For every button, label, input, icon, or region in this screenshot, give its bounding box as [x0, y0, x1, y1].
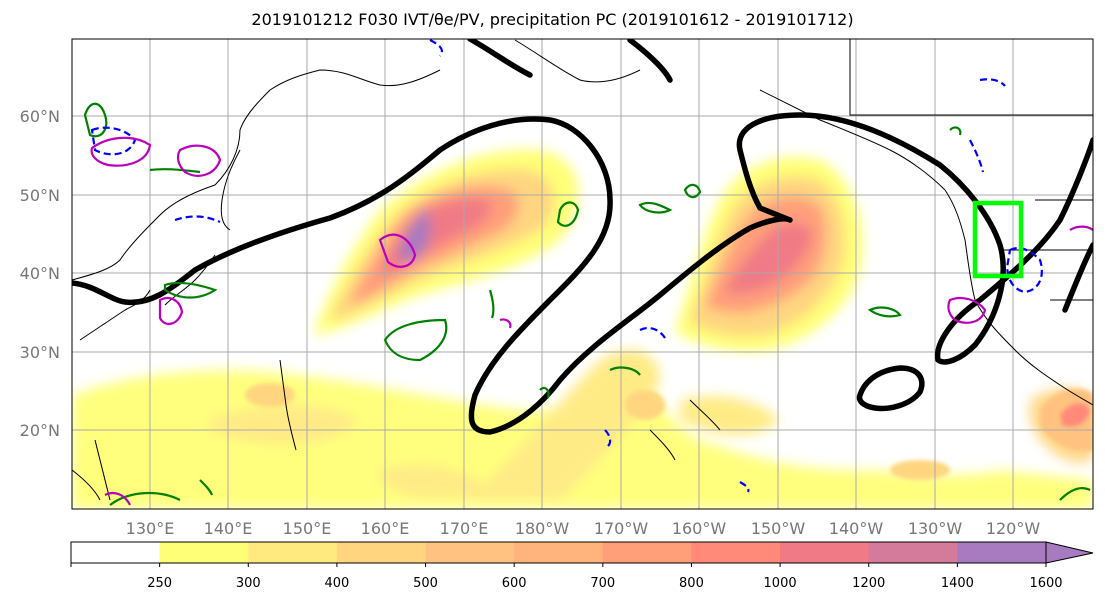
- map-title: 2019101212 F030 IVT/θe/PV, precipitation…: [251, 10, 854, 29]
- colorbar-segment: [868, 542, 958, 563]
- target-region-box: [972, 200, 1024, 279]
- theta-e-contour: [72, 39, 1093, 435]
- colorbar-tick-label: 1400: [941, 576, 974, 591]
- pv-contours-blue: [90, 39, 1043, 493]
- lon-label-130w: 130°W: [908, 519, 963, 538]
- colorbar-segment: [425, 542, 515, 563]
- colorbar-extend-arrow: [1045, 541, 1094, 564]
- lat-label-30n: 30°N: [20, 343, 60, 362]
- colorbar-tick-label: 400: [324, 576, 349, 591]
- colorbar-segment: [780, 542, 870, 563]
- colorbar-segment: [602, 542, 692, 563]
- lon-label-150w: 150°W: [751, 519, 806, 538]
- lat-label-60n: 60°N: [20, 107, 60, 126]
- lon-label-130e: 130°E: [126, 519, 175, 538]
- colorbar-tick-label: 300: [236, 576, 261, 591]
- colorbar-tick-label: 700: [590, 576, 615, 591]
- lon-label-170e: 170°E: [440, 519, 489, 538]
- colorbar-tick-label: 1600: [1029, 576, 1062, 591]
- lat-label-50n: 50°N: [20, 186, 60, 205]
- lon-label-140w: 140°W: [829, 519, 884, 538]
- pv-contours-green: [83, 102, 1091, 506]
- lon-label-160w: 160°W: [672, 519, 727, 538]
- lon-label-150e: 150°E: [283, 519, 332, 538]
- colorbar-segment: [957, 542, 1047, 563]
- graticule: [72, 39, 1093, 509]
- colorbar-segment: [71, 542, 161, 563]
- colorbar-segment: [691, 542, 781, 563]
- colorbar-segment: [336, 542, 427, 563]
- map-frame: [71, 38, 1094, 510]
- colorbar-segment: [248, 542, 338, 563]
- coastlines: [72, 39, 1093, 501]
- lon-label-170w: 170°W: [594, 519, 649, 538]
- colorbar: [71, 542, 1047, 563]
- lon-label-140e: 140°E: [204, 519, 253, 538]
- colorbar-ticks: 250 300 400 500 600 700 800 1000 1200 1400 1600: [70, 563, 1063, 591]
- colorbar-tick-label: 600: [502, 576, 527, 591]
- lon-label-160e: 160°E: [361, 519, 410, 538]
- lon-label-180w: 180°W: [515, 519, 570, 538]
- lon-label-120w: 120°W: [986, 519, 1041, 538]
- lat-label-20n: 20°N: [20, 421, 60, 440]
- colorbar-tick-label: 1200: [852, 576, 885, 591]
- colorbar-segment: [159, 542, 249, 563]
- ivt-shading: [72, 149, 1093, 509]
- colorbar-tick-label: 250: [147, 576, 172, 591]
- pv-contours-magenta: [90, 136, 1093, 506]
- colorbar-tick-label: 1000: [764, 576, 797, 591]
- colorbar-tick-label: 800: [679, 576, 704, 591]
- colorbar-tick-label: 500: [413, 576, 438, 591]
- colorbar-segment: [514, 542, 604, 563]
- lat-label-40n: 40°N: [20, 264, 60, 283]
- colorbar-frame: [70, 541, 1047, 564]
